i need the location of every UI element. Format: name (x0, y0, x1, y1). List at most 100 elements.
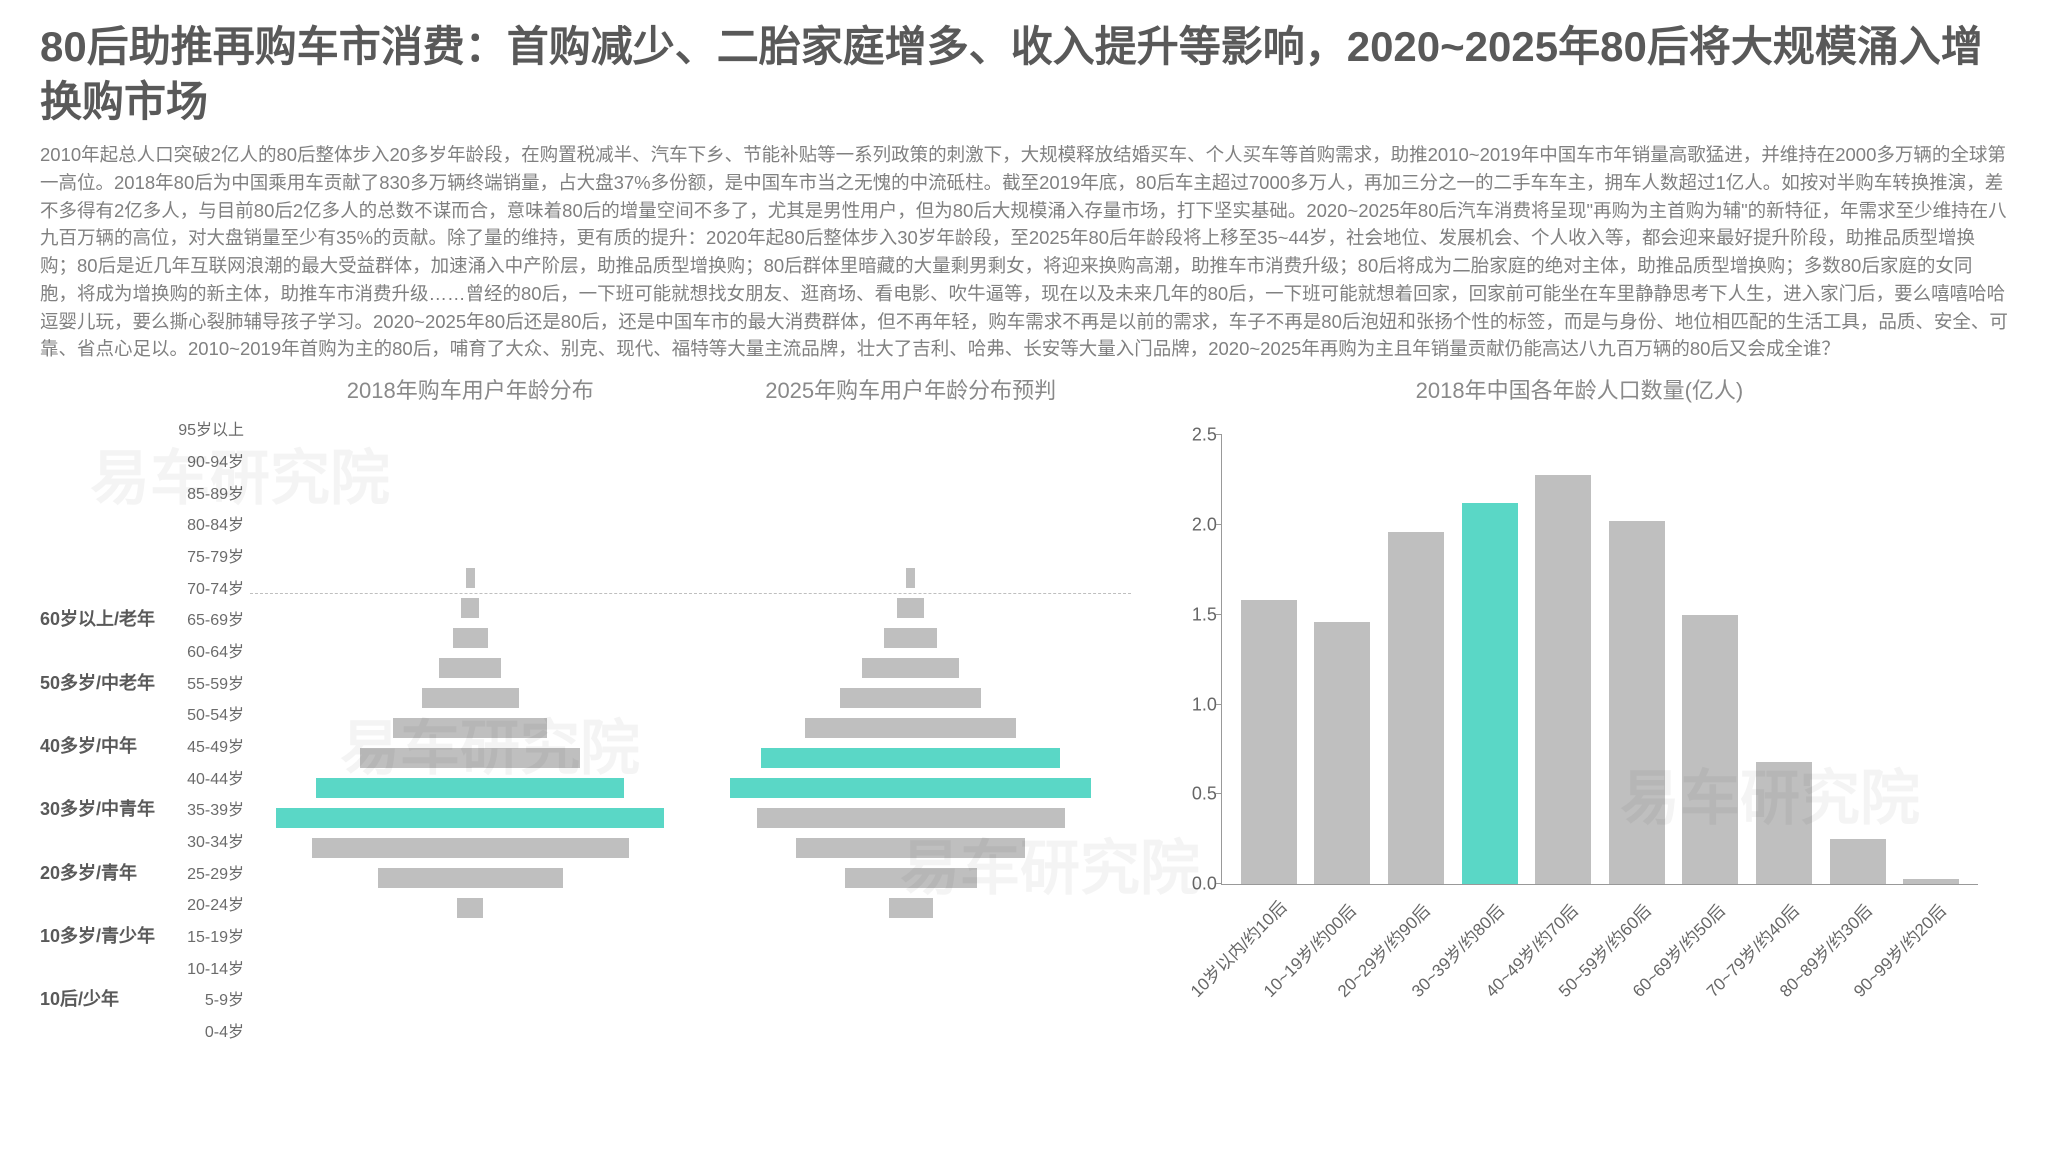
pyramid-group-label: 30多岁/中青年 (40, 795, 165, 821)
pyramid-label-row: 10后/少年5-9岁 (40, 983, 250, 1013)
pyramid-label-row: 70-74岁 (40, 572, 250, 602)
pyramid-bar-row (690, 953, 1130, 983)
pyramid-bar-2018 (461, 598, 479, 618)
pyramid-bar-2018 (466, 568, 475, 588)
pyramid-age-label: 10-14岁 (165, 955, 250, 979)
pyramid-bar-row (690, 503, 1130, 533)
body-paragraph: 2010年起总人口突破2亿人的80后整体步入20多岁年龄段，在购置税减半、汽车下… (40, 141, 2008, 363)
pyramid-bar-row (690, 743, 1130, 773)
pyramid-bar-row (250, 443, 690, 473)
bar-ytick-label: 2.5 (1162, 425, 1217, 446)
pyramid-bar-row (690, 923, 1130, 953)
bar-ytick-mark (1216, 883, 1222, 884)
pyramid-label-row: 80-84岁 (40, 508, 250, 538)
pyramid-bar-2025 (897, 598, 923, 618)
pyramid-age-label: 45-49岁 (165, 733, 250, 757)
pyramid-bar-row (250, 803, 690, 833)
pyramid-bar-row (250, 473, 690, 503)
pyramid-bar-2025 (796, 838, 1025, 858)
pyramid-age-label: 15-19岁 (165, 923, 250, 947)
pyramid-label-row: 10多岁/青少年15-19岁 (40, 920, 250, 950)
pyramid-label-row: 0-4岁 (40, 1015, 250, 1045)
pyramid-bar-row (250, 833, 690, 863)
pyramid-label-row: 60-64岁 (40, 635, 250, 665)
pyramid-bar-2025 (840, 688, 981, 708)
pyramid-group-label: 10后/少年 (40, 985, 165, 1011)
population-bar (1388, 532, 1444, 884)
pyramid-bar-2025 (884, 628, 937, 648)
pyramid-age-label: 5-9岁 (165, 986, 250, 1010)
pyramid-bar-row (250, 623, 690, 653)
pyramid-age-label: 90-94岁 (165, 448, 250, 472)
pyramid-bar-row (690, 863, 1130, 893)
pyramid-bar-row (690, 653, 1130, 683)
pyramid-bar-row (250, 503, 690, 533)
pyramid-bar-2025 (730, 778, 1091, 798)
pyramid-bar-2018 (457, 898, 483, 918)
pyramid-charts: 2018年购车用户年龄分布 2025年购车用户年龄分布预判 95岁以上90-94… (40, 373, 1131, 1093)
pyramid-bar-row (250, 743, 690, 773)
pyramid-bar-row (250, 413, 690, 443)
pyramid-age-label: 35-39岁 (165, 796, 250, 820)
pyramid-label-row: 75-79岁 (40, 540, 250, 570)
pyramid-bar-2018 (316, 778, 624, 798)
bar-chart-title: 2018年中国各年龄人口数量(亿人) (1151, 373, 2008, 405)
pyramid-bar-row (690, 803, 1130, 833)
population-bar (1830, 839, 1886, 884)
pyramid-bar-2018 (276, 808, 664, 828)
pyramid-bar-2025 (761, 748, 1061, 768)
pyramid-bar-row (690, 773, 1130, 803)
pyramid-bar-row (250, 593, 690, 623)
pyramid-bar-row (690, 563, 1130, 593)
pyramid-bar-row (690, 713, 1130, 743)
pyramid-bar-row (690, 593, 1130, 623)
bar-ytick-mark (1216, 614, 1222, 615)
population-bar (1314, 622, 1370, 884)
pyramid-bar-2025 (845, 868, 977, 888)
pyramid-age-label: 40-44岁 (165, 765, 250, 789)
bar-ytick-mark (1216, 434, 1222, 435)
pyramid-bar-2018 (453, 628, 488, 648)
pyramid-label-row: 30多岁/中青年35-39岁 (40, 793, 250, 823)
page-title: 80后助推再购车市消费：首购减少、二胎家庭增多、收入提升等影响，2020~202… (40, 20, 2008, 129)
charts-row: 2018年购车用户年龄分布 2025年购车用户年龄分布预判 95岁以上90-94… (40, 373, 2008, 1093)
pyramid-bar-2025 (757, 808, 1065, 828)
pyramid-divider (250, 593, 1131, 594)
pyramid-age-label: 75-79岁 (165, 543, 250, 567)
pyramid-bar-row (690, 623, 1130, 653)
pyramid-bar-row (250, 923, 690, 953)
pyramid-age-label: 85-89岁 (165, 480, 250, 504)
bar-ytick-label: 0.5 (1162, 784, 1217, 805)
pyramid-label-row: 50-54岁 (40, 698, 250, 728)
pyramid-age-label: 30-34岁 (165, 828, 250, 852)
pyramid-age-label: 55-59岁 (165, 670, 250, 694)
pyramid-area: 95岁以上90-94岁85-89岁80-84岁75-79岁70-74岁60岁以上… (40, 405, 1131, 1045)
population-bar-chart: 2018年中国各年龄人口数量(亿人) 0.00.51.01.52.02.5 10… (1151, 373, 2008, 1093)
pyramid-bar-row (690, 833, 1130, 863)
pyramid-age-label: 0-4岁 (165, 1018, 250, 1042)
pyramid-label-row: 20-24岁 (40, 888, 250, 918)
pyramid-bar-row (250, 713, 690, 743)
pyramid-group-label: 20多岁/青年 (40, 859, 165, 885)
pyramid-age-label: 50-54岁 (165, 701, 250, 725)
pyramid-bar-row (250, 653, 690, 683)
pyramid-age-label: 80-84岁 (165, 511, 250, 535)
bar-ytick-label: 2.0 (1162, 515, 1217, 536)
bars-group (1222, 435, 1978, 884)
pyramid-bar-2018 (360, 748, 580, 768)
pyramid-label-row: 40-44岁 (40, 762, 250, 792)
population-bar (1903, 879, 1959, 884)
pyramid-age-label: 25-29岁 (165, 860, 250, 884)
pyramid-bar-row (690, 683, 1130, 713)
pyramid-2025-title: 2025年购车用户年龄分布预判 (690, 373, 1130, 405)
pyramid-bar-2025 (862, 658, 959, 678)
pyramid-2018-title: 2018年购车用户年龄分布 (250, 373, 690, 405)
pyramid-age-label: 65-69岁 (165, 606, 250, 630)
pyramid-2025-column (690, 405, 1130, 1045)
pyramid-bar-row (690, 533, 1130, 563)
pyramid-bar-2018 (312, 838, 629, 858)
pyramid-age-label: 60-64岁 (165, 638, 250, 662)
bar-xlabels: 10岁以内/约10后10~19岁/约00后20~29岁/约90后30~39岁/约… (1221, 885, 1978, 1055)
pyramid-bar-row (250, 683, 690, 713)
bar-ytick-mark (1216, 524, 1222, 525)
